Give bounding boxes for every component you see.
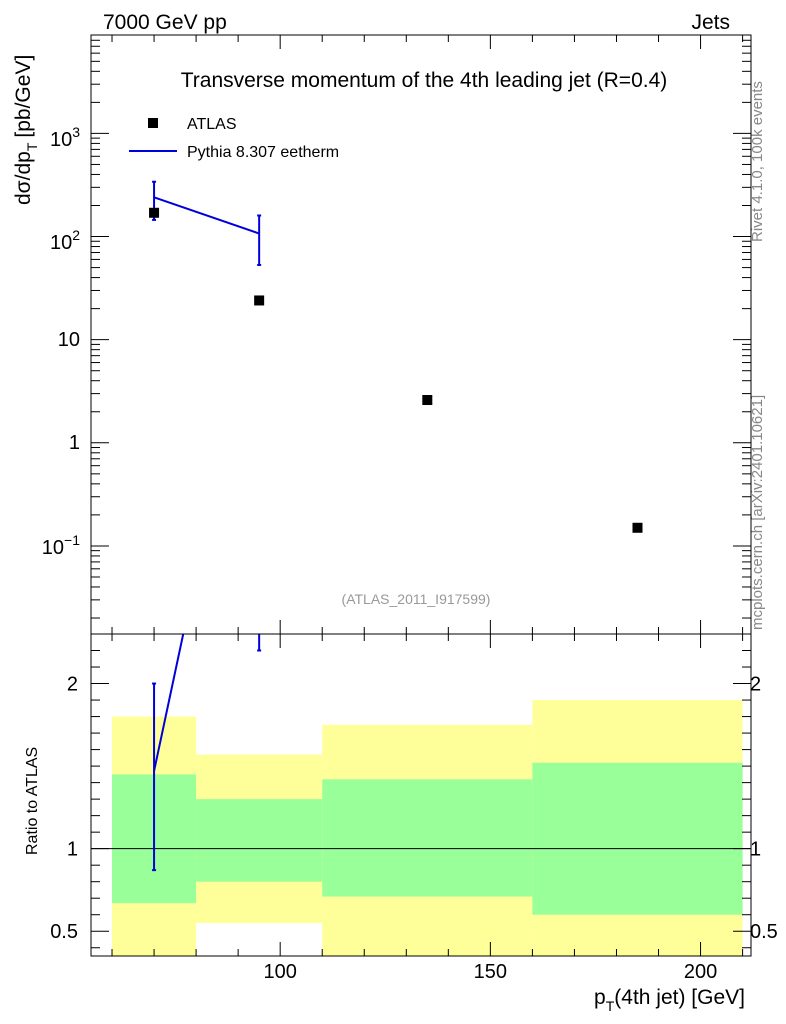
ratio-ytick-label-right: 2: [750, 674, 761, 696]
header-energy: 7000 GeV pp: [103, 11, 227, 34]
legend-pythia-label: Pythia 8.307 eetherm: [187, 144, 339, 161]
atlas-point: [632, 522, 643, 533]
pythia-line: [153, 196, 260, 235]
rivet-version-label: Rivet 4.1.0, 100k events: [749, 81, 766, 242]
ratio-band-green: [532, 762, 743, 915]
ratio-frame: [90, 633, 752, 957]
header-process: Jets: [691, 11, 730, 34]
ratio-ytick-label: 1: [67, 839, 78, 861]
analysis-watermark: (ATLAS_2011_I917599): [342, 591, 491, 607]
ratio-ytick-label: 0.5: [50, 921, 78, 943]
ratio-plot-panel: 0.5 0.5 1 1 2 2 100 150 200 Ratio to ATLAS pT(4t…: [24, 633, 778, 1014]
ratio-band-green: [196, 799, 323, 882]
ytick-label-1em1: 10−1: [42, 532, 80, 559]
ratio-y-axis-title: Ratio to ATLAS: [24, 747, 41, 855]
main-y-axis-title: dσ/dpT[pb/GeV]: [12, 55, 40, 205]
main-plot-panel: Transverse momentum of the 4th leading j…: [12, 34, 752, 635]
ratio-band-green: [322, 779, 533, 897]
legend-atlas-label: ATLAS: [187, 116, 237, 133]
main-y-tick-labels: 103 102 10 1 10−1: [42, 124, 80, 559]
legend: ATLAS Pythia 8.307 eetherm: [129, 116, 339, 161]
ratio-ytick-label: 2: [67, 674, 78, 696]
ratio-pythia-line: [153, 634, 185, 772]
atlas-point: [254, 295, 265, 306]
xtick-label: 150: [474, 961, 507, 983]
atlas-point: [149, 207, 160, 218]
ytick-label-1e3: 103: [50, 124, 80, 151]
ytick-label-1e2: 102: [50, 227, 80, 254]
ytick-label-10: 10: [58, 329, 80, 351]
xtick-label: 100: [263, 961, 296, 983]
xtick-label: 200: [684, 961, 717, 983]
plot-title: Transverse momentum of the 4th leading j…: [181, 69, 668, 92]
atlas-point: [422, 395, 433, 406]
ytick-label-1: 1: [69, 432, 80, 454]
ratio-ytick-label-right: 1: [750, 839, 761, 861]
mcplots-label: mcplots.cern.ch [arXiv:2401.10621]: [749, 395, 766, 630]
legend-atlas-marker: [148, 118, 158, 128]
ratio-ytick-label-right: 0.5: [750, 921, 778, 943]
x-axis-title: pT(4th jet) [GeV]: [594, 986, 745, 1014]
